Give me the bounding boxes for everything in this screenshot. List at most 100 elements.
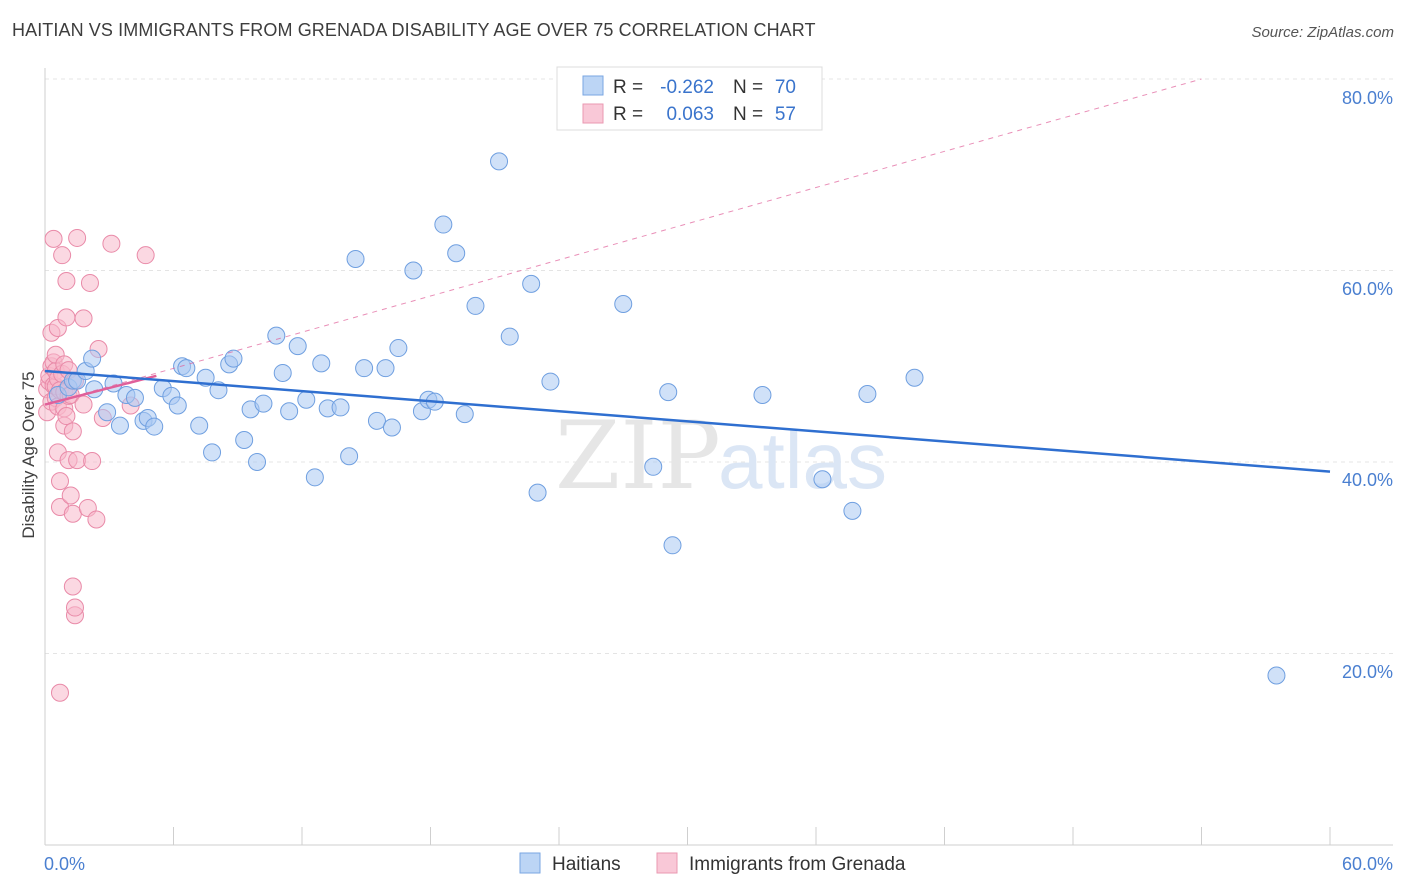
haitian-point: [843, 501, 862, 520]
haitian-point: [644, 457, 663, 476]
haitian-point: [168, 396, 187, 415]
grenada-point: [50, 472, 69, 491]
grenada-point: [57, 272, 76, 291]
y-tick-label-80: 80.0%: [1342, 88, 1393, 108]
grenada-point: [44, 229, 63, 248]
bottom-legend: Haitians Immigrants from Grenada: [519, 852, 906, 875]
haitian-point: [541, 372, 560, 391]
haitian-point: [528, 483, 547, 502]
bottom-legend-swatch-haitians: [519, 852, 541, 874]
grenada-point: [61, 486, 80, 505]
grenada-points: [38, 228, 155, 702]
haitian-point: [813, 470, 832, 489]
haitian-point: [346, 250, 365, 269]
haitian-point: [83, 349, 102, 368]
legend-r-value-grenada: 0.063: [666, 104, 714, 125]
grenada-point: [57, 308, 76, 327]
grenada-point: [63, 504, 82, 523]
grenada-point: [57, 407, 76, 426]
haitian-point: [490, 152, 509, 171]
bottom-legend-grenada: Immigrants from Grenada: [689, 854, 906, 875]
legend-r-label-haitians: R =: [613, 77, 643, 98]
haitian-point: [522, 274, 541, 293]
grenada-point: [68, 228, 87, 247]
haitian-point: [177, 359, 196, 378]
legend-r-label-grenada: R =: [613, 104, 643, 125]
chart-source: Source: ZipAtlas.com: [1251, 24, 1394, 41]
grenada-point: [74, 395, 93, 414]
haitian-point: [447, 244, 466, 263]
y-tick-label-60: 60.0%: [1342, 279, 1393, 299]
haitian-point: [389, 339, 408, 358]
haitian-trend: [44, 369, 1331, 473]
haitian-point: [305, 468, 324, 487]
haitian-point: [500, 327, 519, 346]
haitian-point: [248, 453, 267, 471]
haitian-point: [382, 418, 401, 437]
grenada-point: [53, 246, 72, 265]
gridlines: [45, 78, 1393, 654]
grenada-point: [63, 422, 82, 441]
haitian-point: [190, 416, 209, 435]
haitian-point: [98, 403, 117, 422]
grenada-point: [74, 309, 93, 328]
haitian-point: [905, 368, 924, 387]
haitian-point: [254, 394, 273, 413]
haitian-point: [659, 383, 678, 402]
y-axis-label: Disability Age Over 75: [19, 371, 38, 538]
haitian-point: [235, 430, 254, 449]
grenada-point: [102, 234, 121, 253]
y-tick-label-40: 40.0%: [1342, 470, 1393, 490]
haitian-point: [663, 536, 682, 555]
haitian-point: [434, 215, 453, 234]
x-tick-label-max: 60.0%: [1342, 854, 1393, 874]
y-tick-label-20: 20.0%: [1342, 662, 1393, 682]
trend-lines: [44, 78, 1331, 473]
grenada-point: [68, 451, 87, 470]
haitian-point: [376, 359, 395, 378]
grenada-point: [63, 577, 82, 596]
haitian-point: [466, 296, 485, 315]
legend-r-value-haitians: -0.262: [660, 77, 714, 98]
haitian-point: [125, 388, 144, 407]
haitian-point: [145, 417, 164, 436]
grenada-point: [83, 452, 102, 471]
haitian-point: [203, 443, 222, 462]
x-tick-label-min: 0.0%: [44, 854, 85, 874]
haitian-point: [614, 295, 633, 314]
haitian-point: [753, 385, 772, 404]
grenada-point: [65, 598, 84, 617]
haitian-point: [858, 385, 877, 404]
axes: [44, 68, 1393, 846]
haitian-point: [340, 447, 359, 466]
bottom-legend-swatch-grenada: [656, 852, 678, 874]
haitian-point: [355, 359, 374, 378]
grenada-trend: [44, 374, 157, 406]
haitian-point: [267, 326, 286, 345]
legend-swatch-grenada: [582, 103, 604, 124]
haitian-points: [48, 152, 1286, 685]
haitian-point: [273, 363, 292, 382]
haitian-point: [297, 390, 316, 409]
haitian-point: [367, 411, 386, 430]
grenada-point: [87, 510, 106, 529]
haitian-point: [312, 354, 331, 373]
legend-swatch-haitians: [582, 75, 604, 96]
grenada-point: [136, 246, 155, 265]
haitian-point: [280, 402, 299, 421]
haitian-point: [404, 261, 423, 280]
grenada-point: [50, 683, 69, 702]
haitian-point: [196, 368, 215, 387]
haitian-point: [224, 349, 243, 368]
legend-n-value-grenada: 57: [775, 104, 796, 125]
watermark: ZIP atlas: [555, 402, 887, 511]
haitian-point: [455, 405, 474, 424]
grenada-point: [80, 273, 99, 292]
legend-box: R = -0.262 N = 70 R = 0.063 N = 57: [556, 66, 823, 131]
grenada-trend-extended: [44, 78, 1202, 406]
legend-n-value-haitians: 70: [775, 77, 796, 98]
legend-n-label-haitians: N =: [733, 77, 763, 98]
watermark-zip: ZIP: [555, 402, 721, 511]
chart-title: HAITIAN VS IMMIGRANTS FROM GRENADA DISAB…: [12, 20, 816, 40]
